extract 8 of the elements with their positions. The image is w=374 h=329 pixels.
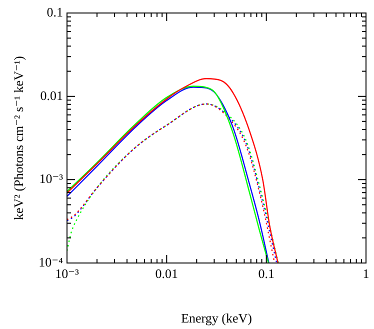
x-tick-label: 1 [362, 266, 370, 282]
y-axis-title: keV² (Photons cm⁻² s⁻¹ keV⁻¹) [11, 56, 26, 220]
y-tick-label: 0.1 [46, 4, 63, 20]
y-tick-label: 0.01 [40, 88, 63, 103]
x-tick-label: 0.1 [258, 266, 274, 282]
y-tick-label: 10⁻³ [39, 171, 64, 186]
x-tick-label: 0.01 [155, 266, 178, 282]
x-axis-title: Energy (keV) [181, 310, 252, 326]
